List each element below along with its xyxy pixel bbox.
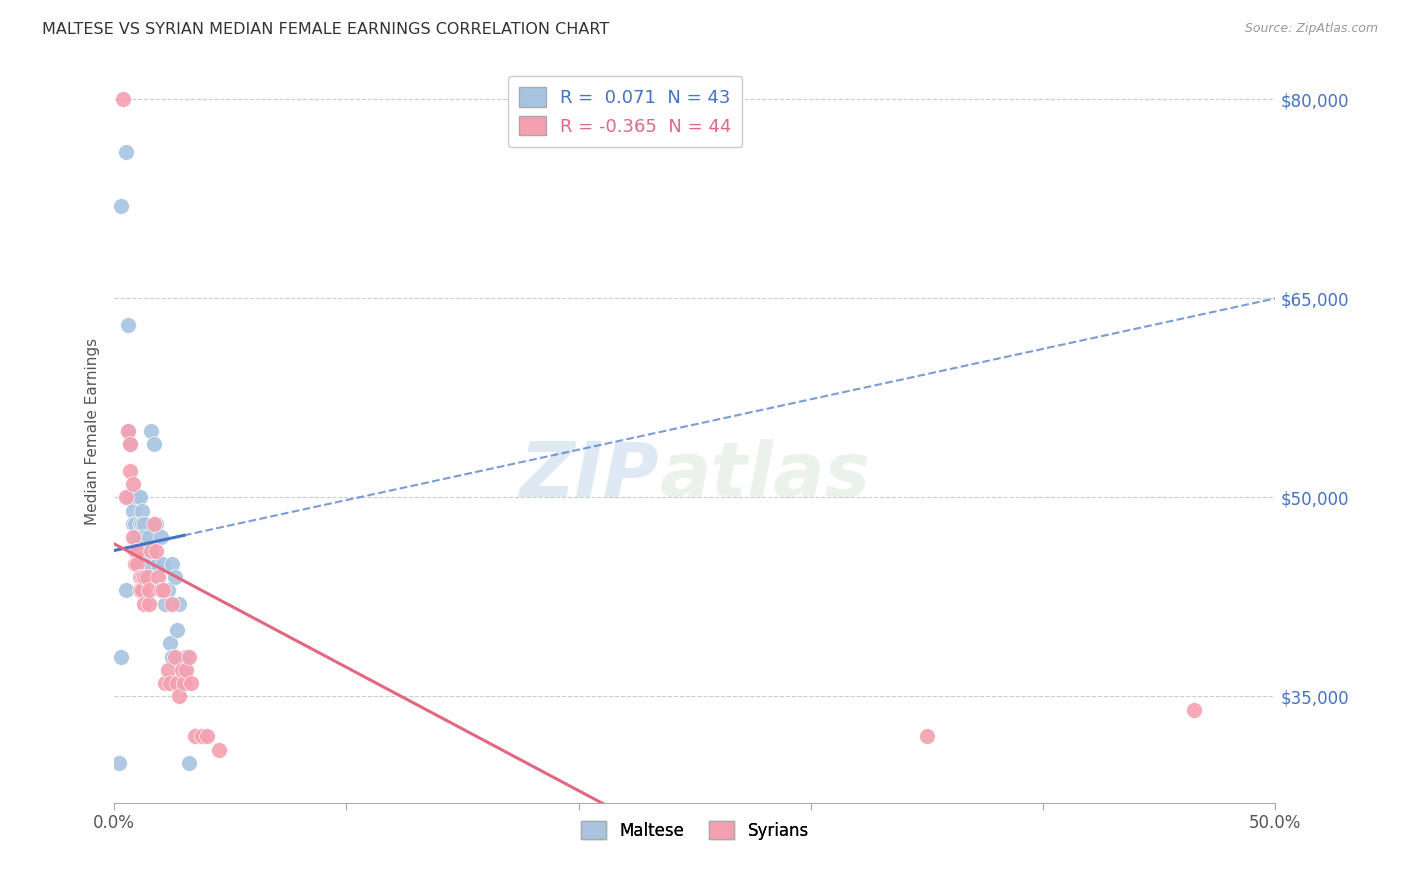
Point [162,649,184,664]
Point [159,676,181,690]
Point [114,145,136,160]
Point [135,543,157,558]
Point [110,198,132,212]
Text: atlas: atlas [659,439,872,513]
Point [127,530,149,544]
Point [121,477,143,491]
Point [138,597,160,611]
Point [173,676,195,690]
Point [173,663,195,677]
Point [180,676,202,690]
Point [112,92,135,106]
Point [1182,703,1205,717]
Point [131,583,153,598]
Point [148,570,170,584]
Point [142,437,165,451]
Point [170,676,193,690]
Point [138,530,160,544]
Point [156,663,179,677]
Point [191,729,214,743]
Point [141,424,163,438]
Point [108,756,131,770]
Point [120,491,142,505]
Point [127,543,149,558]
Point [114,583,136,598]
Point [124,543,146,558]
Point [152,557,174,571]
Point [138,583,160,598]
Point [110,649,132,664]
Point [163,570,186,584]
Point [135,570,157,584]
Text: MALTESE VS SYRIAN MEDIAN FEMALE EARNINGS CORRELATION CHART: MALTESE VS SYRIAN MEDIAN FEMALE EARNINGS… [42,22,609,37]
Point [166,623,188,637]
Point [167,690,190,704]
Point [152,583,174,598]
Point [177,649,200,664]
Point [117,318,139,332]
Point [138,557,160,571]
Text: Source: ZipAtlas.com: Source: ZipAtlas.com [1244,22,1378,36]
Point [174,649,197,664]
Point [134,530,156,544]
Point [145,543,167,558]
Legend: Maltese, Syrians: Maltese, Syrians [574,814,815,847]
Point [208,742,231,756]
Point [124,557,146,571]
Point [117,424,139,438]
Point [162,557,184,571]
Point [128,516,150,531]
Point [167,597,190,611]
Point [141,543,163,558]
Y-axis label: Median Female Earnings: Median Female Earnings [86,337,100,524]
Point [915,729,938,743]
Point [156,583,179,598]
Point [131,570,153,584]
Point [184,729,207,743]
Point [131,504,153,518]
Point [128,583,150,598]
Point [117,424,139,438]
Point [121,530,143,544]
Point [155,597,177,611]
Point [166,676,188,690]
Point [170,663,193,677]
Point [159,636,181,650]
Point [195,729,218,743]
Point [127,557,149,571]
Point [124,530,146,544]
Point [124,516,146,531]
Point [127,491,149,505]
Point [134,570,156,584]
Point [128,570,150,584]
Point [148,557,170,571]
Point [134,516,156,531]
Point [174,663,197,677]
Point [149,583,172,598]
Point [120,464,142,478]
Point [145,516,167,531]
Point [155,676,177,690]
Point [149,530,172,544]
Point [177,756,200,770]
Point [163,649,186,664]
Point [127,543,149,558]
Point [120,437,142,451]
Point [128,491,150,505]
Point [134,597,156,611]
Text: ZIP: ZIP [520,439,659,513]
Point [121,516,143,531]
Point [142,516,165,531]
Point [120,437,142,451]
Point [162,597,184,611]
Point [114,491,136,505]
Point [121,504,143,518]
Point [131,516,153,531]
